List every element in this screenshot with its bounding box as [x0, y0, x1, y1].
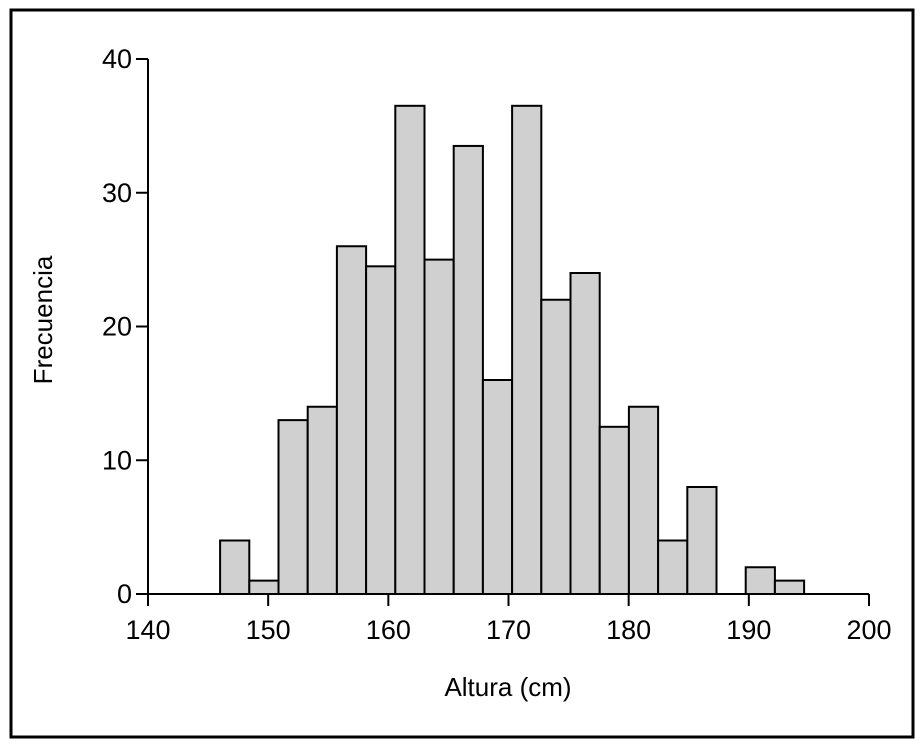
- histogram-bar: [569, 272, 601, 595]
- histogram-bar: [452, 144, 484, 595]
- histogram-bar: [598, 425, 630, 595]
- histogram-bar: [773, 579, 806, 595]
- histogram-bar: [277, 419, 309, 595]
- histogram-bar: [335, 245, 368, 595]
- y-axis-ticks: 0 10 20 30 40: [102, 44, 148, 609]
- y-tick-label: 40: [102, 44, 132, 74]
- histogram-bar: [686, 486, 718, 595]
- histogram-bar: [394, 104, 426, 595]
- histogram-bar: [423, 258, 455, 595]
- histogram-bar: [248, 579, 280, 595]
- histogram-bar: [365, 265, 397, 595]
- x-tick-label: 150: [246, 615, 291, 645]
- x-tick-label: 160: [366, 615, 411, 645]
- x-tick-label: 140: [125, 615, 170, 645]
- x-tick-label: 190: [726, 615, 771, 645]
- histogram-bar: [511, 104, 543, 595]
- histogram-bar: [744, 566, 776, 595]
- histogram-bar: [627, 405, 660, 595]
- histogram-bar: [219, 539, 251, 595]
- y-tick-label: 0: [117, 579, 132, 609]
- x-tick-label: 200: [846, 615, 891, 645]
- x-tick-label: 170: [486, 615, 531, 645]
- y-tick-label: 10: [102, 445, 132, 475]
- y-tick-label: 30: [102, 178, 132, 208]
- x-tick-label: 180: [606, 615, 651, 645]
- histogram-bar: [481, 379, 514, 595]
- histogram-bar: [540, 298, 572, 595]
- histogram-bar: [657, 539, 689, 595]
- histogram-bars: [219, 104, 806, 595]
- histogram-bar: [306, 405, 338, 595]
- x-axis-title: Altura (cm): [444, 672, 571, 702]
- x-axis-ticks: 140 150 160 170 180 190 200: [125, 594, 892, 645]
- y-axis-title: Frecuencia: [28, 255, 58, 384]
- y-tick-label: 20: [102, 312, 132, 342]
